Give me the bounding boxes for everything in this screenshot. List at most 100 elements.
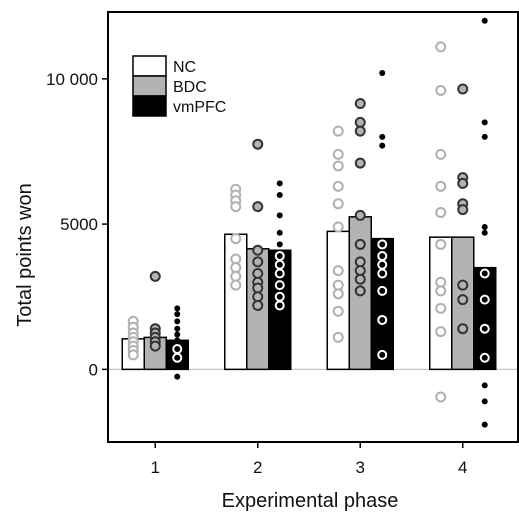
point-bdc (252, 299, 264, 311)
point-nc (332, 125, 344, 137)
point-vmpfc-inside (377, 239, 388, 250)
point-vmpfc (481, 382, 488, 389)
point-vmpfc (174, 318, 181, 325)
x-tick-label: 3 (356, 458, 365, 477)
point-bdc (354, 265, 366, 277)
point-bdc (354, 125, 366, 137)
point-vmpfc (481, 398, 488, 405)
point-vmpfc (481, 229, 488, 236)
point-vmpfc (481, 17, 488, 24)
point-bdc (149, 340, 161, 352)
point-vmpfc-inside (274, 280, 285, 291)
point-nc (435, 391, 447, 403)
points-layer (127, 17, 490, 428)
point-nc (435, 148, 447, 160)
point-nc (435, 302, 447, 314)
bar-vmpfc (473, 266, 497, 371)
point-vmpfc-inside (274, 291, 285, 302)
point-vmpfc-inside (377, 268, 388, 279)
point-nc (435, 238, 447, 250)
point-nc (332, 160, 344, 172)
point-vmpfc-inside (274, 268, 285, 279)
point-nc (332, 198, 344, 210)
point-vmpfc (379, 70, 386, 77)
point-vmpfc-inside (479, 323, 490, 334)
point-bdc (354, 209, 366, 221)
point-bdc (354, 256, 366, 268)
point-vmpfc (379, 142, 386, 149)
point-bdc (252, 256, 264, 268)
point-bdc (354, 116, 366, 128)
point-bdc (457, 83, 469, 95)
point-nc (230, 233, 242, 245)
point-vmpfc (276, 180, 283, 187)
point-bdc (252, 138, 264, 150)
legend-label-bdc: BDC (173, 79, 207, 96)
point-nc (230, 201, 242, 213)
legend-swatch-bdc (132, 75, 167, 97)
point-nc (332, 331, 344, 343)
y-tick-label: 0 (89, 360, 98, 379)
point-vmpfc (481, 224, 488, 230)
point-nc (230, 270, 242, 282)
x-tick-label: 2 (253, 458, 262, 477)
point-nc (230, 253, 242, 265)
point-nc (435, 276, 447, 288)
point-vmpfc-inside (274, 251, 285, 262)
point-vmpfc-inside (377, 314, 388, 325)
point-vmpfc-inside (479, 268, 490, 279)
point-nc (332, 265, 344, 277)
point-bdc (457, 177, 469, 189)
bar-nc (326, 230, 350, 371)
y-tick-label: 5000 (60, 215, 98, 234)
x-axis: 1 2 3 4 (151, 442, 467, 477)
point-nc (435, 180, 447, 192)
legend-swatch-vmpfc (132, 95, 167, 117)
point-vmpfc (174, 311, 181, 318)
point-nc (332, 148, 344, 160)
point-vmpfc (481, 133, 488, 140)
point-nc (435, 326, 447, 338)
point-vmpfc (174, 325, 181, 332)
point-nc (435, 41, 447, 53)
point-bdc (252, 201, 264, 213)
point-vmpfc (276, 212, 283, 219)
point-vmpfc-inside (377, 259, 388, 270)
x-tick-label: 1 (151, 458, 160, 477)
legend: NC BDC vmPFC (132, 55, 226, 117)
point-vmpfc (481, 421, 488, 428)
point-bdc (457, 294, 469, 306)
x-tick-label: 4 (458, 458, 467, 477)
point-vmpfc-inside (172, 352, 183, 363)
plot-frame (107, 11, 519, 443)
point-bdc (354, 285, 366, 297)
point-vmpfc (174, 331, 181, 338)
point-nc (127, 349, 139, 361)
point-nc (230, 262, 242, 274)
point-bdc (457, 323, 469, 335)
point-bdc (149, 270, 161, 282)
point-nc (435, 285, 447, 297)
y-tick-label: 10 000 (46, 70, 98, 89)
point-nc (230, 279, 242, 291)
point-vmpfc (174, 305, 181, 312)
point-bdc (457, 204, 469, 216)
point-bdc (354, 238, 366, 250)
legend-swatch-nc (132, 55, 167, 77)
point-nc (332, 279, 344, 291)
point-vmpfc-inside (377, 285, 388, 296)
point-bdc (252, 267, 264, 279)
point-vmpfc (379, 133, 386, 140)
point-vmpfc (174, 373, 181, 380)
point-vmpfc-inside (479, 352, 490, 363)
point-bdc (252, 291, 264, 303)
point-nc (435, 84, 447, 96)
point-nc (332, 180, 344, 192)
point-nc (435, 206, 447, 218)
point-vmpfc-inside (274, 259, 285, 270)
point-nc (332, 221, 344, 233)
x-axis-title: Experimental phase (222, 490, 399, 512)
y-axis: 0 5000 10 000 (46, 70, 108, 379)
point-vmpfc (276, 229, 283, 236)
